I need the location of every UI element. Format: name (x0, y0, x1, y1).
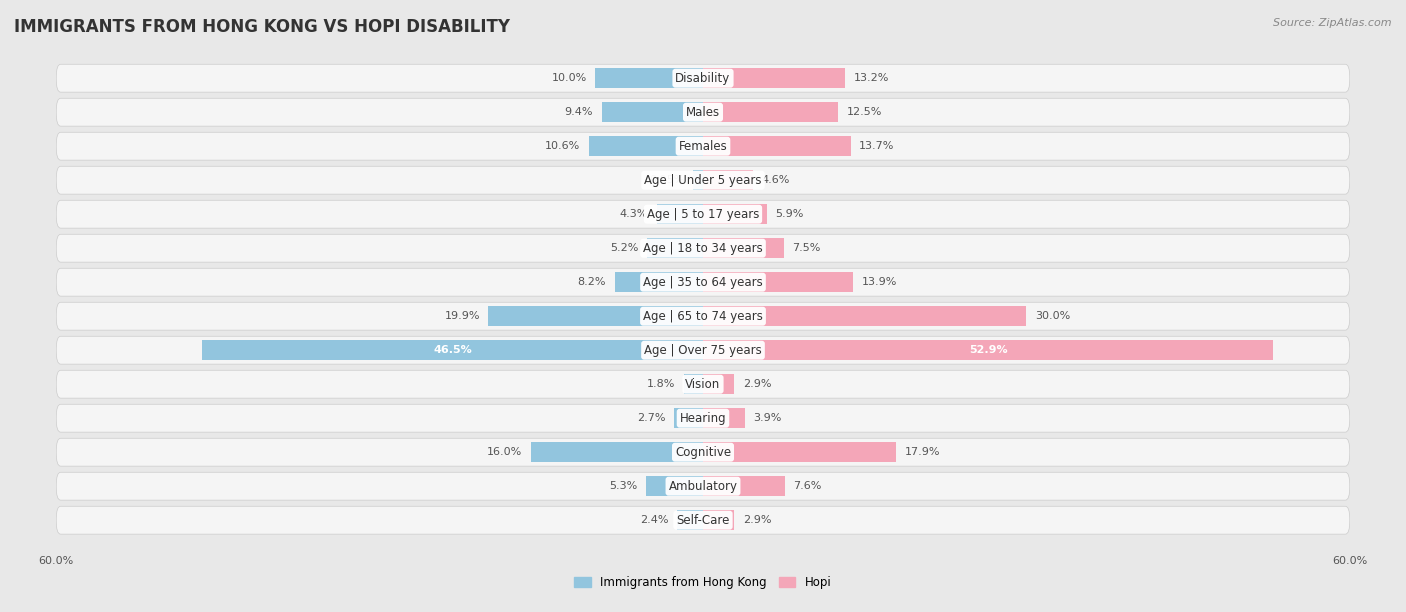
FancyBboxPatch shape (56, 336, 1350, 364)
Bar (488, 306, 703, 326)
Text: 10.0%: 10.0% (551, 73, 586, 83)
Legend: Immigrants from Hong Kong, Hopi: Immigrants from Hong Kong, Hopi (569, 572, 837, 594)
Bar (703, 136, 851, 157)
Text: 4.6%: 4.6% (761, 175, 790, 185)
Text: 17.9%: 17.9% (904, 447, 941, 457)
Text: 13.9%: 13.9% (862, 277, 897, 287)
Text: Ambulatory: Ambulatory (668, 480, 738, 493)
FancyBboxPatch shape (56, 370, 1350, 398)
Text: 30.0%: 30.0% (1035, 311, 1070, 321)
Text: Self-Care: Self-Care (676, 513, 730, 527)
Text: 9.4%: 9.4% (565, 107, 593, 118)
Text: Source: ZipAtlas.com: Source: ZipAtlas.com (1274, 18, 1392, 28)
FancyBboxPatch shape (56, 438, 1350, 466)
Text: 5.9%: 5.9% (775, 209, 804, 219)
Bar (595, 68, 703, 88)
FancyBboxPatch shape (56, 200, 1350, 228)
Text: 2.9%: 2.9% (742, 515, 772, 525)
Text: 2.9%: 2.9% (742, 379, 772, 389)
Text: 5.2%: 5.2% (610, 243, 638, 253)
Text: 19.9%: 19.9% (444, 311, 479, 321)
Text: 7.6%: 7.6% (793, 481, 823, 491)
Text: 7.5%: 7.5% (793, 243, 821, 253)
FancyBboxPatch shape (56, 472, 1350, 500)
Text: 1.8%: 1.8% (647, 379, 675, 389)
FancyBboxPatch shape (56, 234, 1350, 262)
Text: 16.0%: 16.0% (486, 447, 522, 457)
Bar (614, 272, 703, 293)
Bar (703, 476, 785, 496)
Text: 52.9%: 52.9% (969, 345, 1008, 355)
Text: 2.7%: 2.7% (637, 413, 665, 424)
Bar (703, 102, 838, 122)
Bar (703, 374, 734, 394)
FancyBboxPatch shape (56, 166, 1350, 194)
Text: Females: Females (679, 140, 727, 153)
FancyBboxPatch shape (56, 132, 1350, 160)
Text: 13.7%: 13.7% (859, 141, 894, 151)
Bar (202, 340, 703, 360)
Bar (683, 374, 703, 394)
Text: Cognitive: Cognitive (675, 446, 731, 459)
FancyBboxPatch shape (56, 99, 1350, 126)
Bar (703, 306, 1026, 326)
Bar (647, 238, 703, 258)
Text: Age | 35 to 64 years: Age | 35 to 64 years (643, 275, 763, 289)
Text: Vision: Vision (685, 378, 721, 390)
FancyBboxPatch shape (56, 405, 1350, 432)
Bar (703, 170, 752, 190)
Bar (530, 442, 703, 463)
Text: IMMIGRANTS FROM HONG KONG VS HOPI DISABILITY: IMMIGRANTS FROM HONG KONG VS HOPI DISABI… (14, 18, 510, 36)
Bar (645, 476, 703, 496)
Text: Age | Under 5 years: Age | Under 5 years (644, 174, 762, 187)
Text: 10.6%: 10.6% (546, 141, 581, 151)
Bar (703, 442, 896, 463)
Bar (602, 102, 703, 122)
Text: 46.5%: 46.5% (433, 345, 472, 355)
Text: 8.2%: 8.2% (578, 277, 606, 287)
Bar (678, 510, 703, 531)
Text: Age | 65 to 74 years: Age | 65 to 74 years (643, 310, 763, 323)
Bar (703, 272, 853, 293)
Bar (673, 408, 703, 428)
Text: Age | 18 to 34 years: Age | 18 to 34 years (643, 242, 763, 255)
Bar (703, 510, 734, 531)
Bar (703, 68, 845, 88)
Text: 2.4%: 2.4% (640, 515, 668, 525)
Text: 13.2%: 13.2% (853, 73, 889, 83)
Text: 5.3%: 5.3% (609, 481, 637, 491)
Bar (657, 204, 703, 225)
Text: Males: Males (686, 106, 720, 119)
FancyBboxPatch shape (56, 506, 1350, 534)
Text: Hearing: Hearing (679, 412, 727, 425)
Text: 3.9%: 3.9% (754, 413, 782, 424)
FancyBboxPatch shape (56, 268, 1350, 296)
Bar (703, 340, 1274, 360)
Text: 0.95%: 0.95% (648, 175, 685, 185)
FancyBboxPatch shape (56, 302, 1350, 330)
Bar (703, 238, 785, 258)
Bar (703, 408, 745, 428)
Bar (589, 136, 703, 157)
Text: Age | Over 75 years: Age | Over 75 years (644, 344, 762, 357)
Bar (693, 170, 703, 190)
Text: 12.5%: 12.5% (846, 107, 882, 118)
Text: Disability: Disability (675, 72, 731, 84)
Bar (703, 204, 766, 225)
Text: 4.3%: 4.3% (620, 209, 648, 219)
FancyBboxPatch shape (56, 64, 1350, 92)
Text: Age | 5 to 17 years: Age | 5 to 17 years (647, 207, 759, 221)
